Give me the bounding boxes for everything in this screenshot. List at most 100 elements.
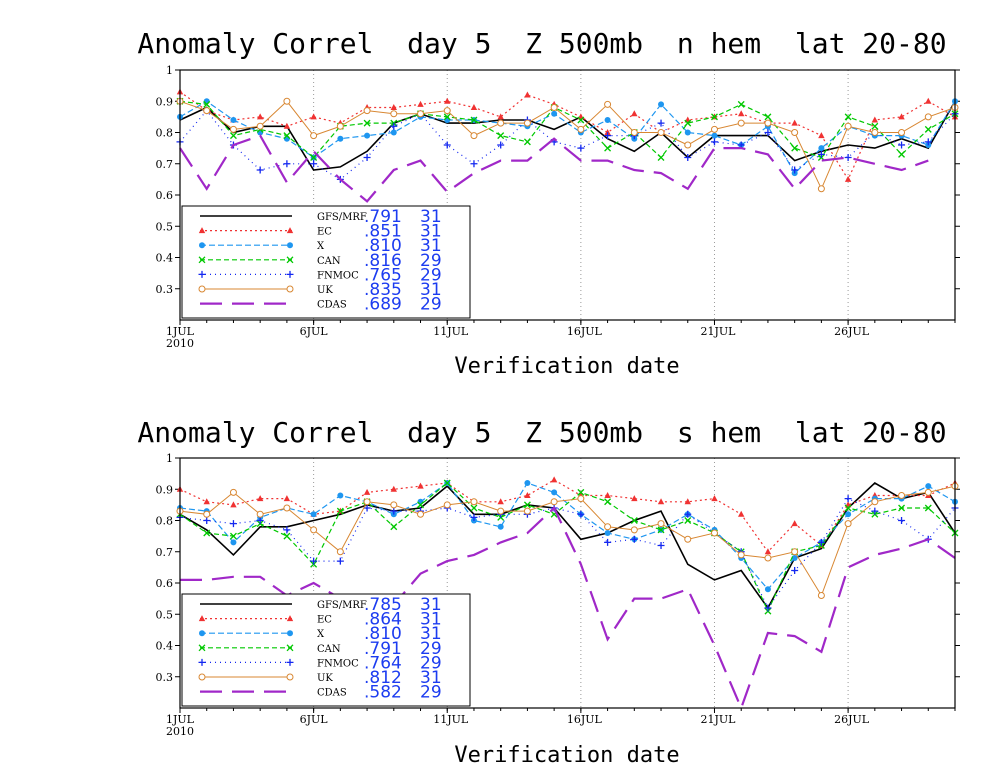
- data-point: [203, 529, 211, 537]
- series-uk: [176, 482, 959, 599]
- data-point: [363, 119, 371, 127]
- legend-count: 31: [420, 207, 442, 227]
- legend-mean: .764: [364, 653, 402, 673]
- legend-mean: .785: [364, 595, 402, 615]
- legend-label: UK: [317, 673, 333, 684]
- x-axis-label: Verification date: [454, 743, 679, 768]
- legend-label: UK: [317, 285, 333, 296]
- data-point: [898, 150, 906, 158]
- data-point: [337, 135, 344, 142]
- data-point: [871, 116, 879, 123]
- data-point: [630, 517, 638, 524]
- data-point: [417, 501, 424, 509]
- data-point: [470, 513, 478, 521]
- legend-label: EC: [317, 615, 332, 626]
- data-point: [711, 132, 718, 139]
- data-point: [390, 485, 397, 492]
- series-line: [179, 109, 956, 181]
- legend-mean: .816: [364, 251, 402, 271]
- data-point: [711, 495, 718, 502]
- data-point: [203, 100, 211, 108]
- data-point: [203, 498, 210, 505]
- data-point: [443, 479, 451, 487]
- data-point: [198, 256, 206, 264]
- data-point: [658, 101, 665, 108]
- chart-northern-hemisphere: Anomaly Correl day 5 Z 500mb n hem lat 2…: [137, 27, 960, 379]
- data-point: [737, 551, 745, 559]
- data-point: [631, 495, 638, 502]
- data-point: [417, 482, 424, 489]
- data-point: [684, 129, 691, 136]
- data-point: [684, 510, 692, 518]
- data-point: [577, 144, 585, 152]
- data-point: [470, 504, 478, 512]
- legend-mean: .810: [364, 236, 402, 256]
- data-point: [577, 125, 585, 133]
- x-tick-label: 21JUL: [700, 713, 736, 726]
- legend-label: FNMOC: [317, 658, 359, 669]
- data-point: [283, 526, 291, 534]
- y-tick-label: 0.6: [156, 577, 174, 590]
- series-line: [179, 497, 956, 610]
- data-point: [631, 110, 638, 117]
- data-point: [310, 113, 317, 120]
- data-point: [470, 132, 478, 140]
- legend-mean: .689: [364, 295, 402, 315]
- data-point: [684, 498, 691, 505]
- data-point: [844, 520, 852, 528]
- data-point: [604, 117, 611, 123]
- legend-label: CAN: [317, 256, 341, 267]
- legend-box: [181, 205, 471, 319]
- data-point: [898, 129, 906, 136]
- data-point: [497, 498, 504, 505]
- legend-count: 29: [420, 653, 442, 673]
- y-tick-label: 0.9: [156, 95, 174, 108]
- legend-count: 31: [420, 236, 442, 256]
- data-point: [363, 488, 371, 495]
- chart-title: Anomaly Correl day 5 Z 500mb n hem lat 2…: [137, 27, 946, 60]
- legend-count: 31: [420, 668, 442, 688]
- data-point: [198, 285, 206, 293]
- data-point: [256, 495, 264, 502]
- data-point: [286, 227, 294, 234]
- data-point: [845, 511, 852, 518]
- data-point: [577, 116, 585, 124]
- data-point: [198, 615, 206, 622]
- data-point: [229, 125, 237, 133]
- y-tick-label: 1: [166, 452, 173, 465]
- data-point: [524, 91, 531, 98]
- legend-mean: .765: [364, 265, 402, 285]
- data-point: [470, 104, 478, 110]
- data-point: [710, 138, 718, 146]
- data-point: [199, 242, 205, 249]
- data-point: [443, 141, 451, 149]
- data-point: [230, 501, 237, 508]
- data-point: [871, 498, 879, 506]
- legend-count: 31: [420, 624, 442, 644]
- data-point: [657, 520, 665, 528]
- series-line: [179, 100, 956, 171]
- data-point: [817, 592, 825, 599]
- data-point: [871, 129, 879, 136]
- data-point: [229, 132, 237, 140]
- data-point: [390, 122, 398, 130]
- legend-mean: .791: [364, 639, 402, 659]
- data-point: [818, 145, 825, 152]
- y-tick-label: 0.5: [156, 220, 174, 233]
- data-point: [657, 119, 665, 127]
- data-point: [363, 107, 371, 115]
- y-tick-label: 0.8: [156, 515, 174, 528]
- y-tick-label: 0.3: [156, 671, 174, 684]
- y-tick-label: 0.7: [156, 546, 174, 559]
- data-point: [336, 507, 344, 515]
- data-point: [898, 517, 906, 524]
- legend-count: 31: [420, 222, 442, 242]
- data-point: [604, 530, 611, 536]
- data-point: [198, 270, 206, 278]
- data-point: [710, 125, 718, 133]
- data-point: [764, 586, 771, 593]
- data-point: [738, 110, 745, 117]
- legend: GFS/MRF.785 31 EC .864 31 X .810 31 CAN .791 29 FNM…: [181, 593, 471, 707]
- data-point: [443, 501, 451, 509]
- data-point: [286, 285, 294, 293]
